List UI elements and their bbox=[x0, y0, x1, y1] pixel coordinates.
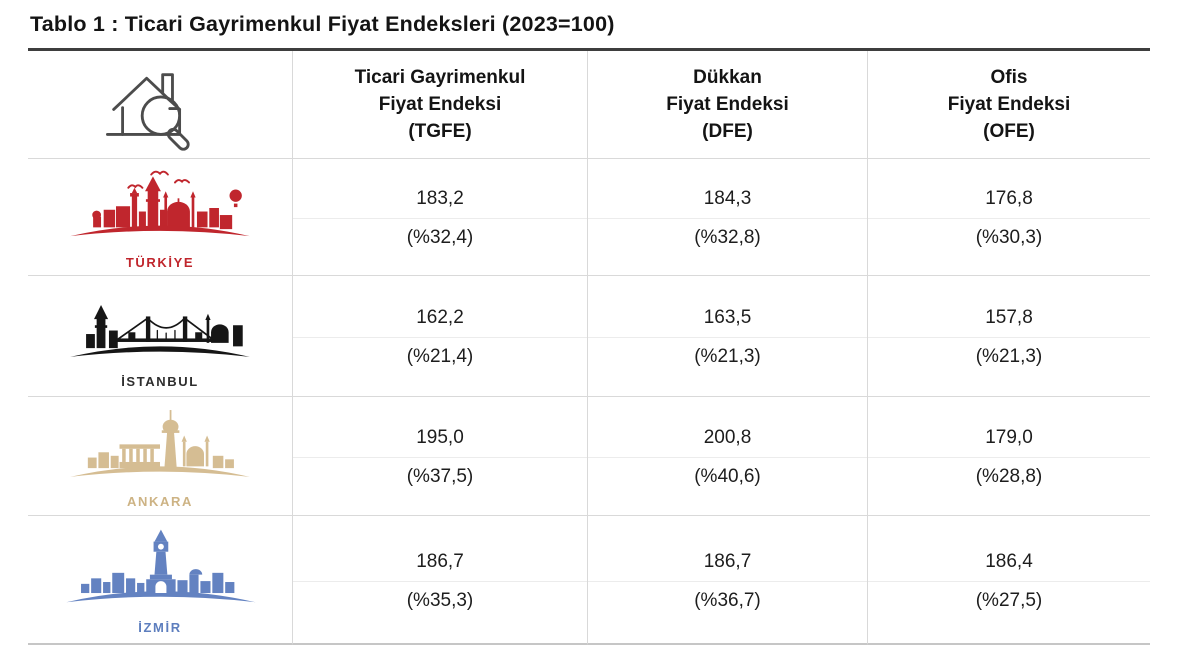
index-value: 186,7 bbox=[416, 551, 464, 573]
city-label-ankara: ANKARA bbox=[127, 494, 193, 509]
data-cell-ankara-tgfe: 195,0 (%37,5) bbox=[293, 397, 588, 516]
istanbul-skyline-icon bbox=[70, 305, 250, 357]
column-header-ofe: Ofis Fiyat Endeksi (OFE) bbox=[868, 51, 1150, 159]
pct-change: (%35,3) bbox=[293, 581, 587, 643]
city-label-izmir: İZMİR bbox=[138, 619, 182, 635]
column-header-dfe: Dükkan Fiyat Endeksi (DFE) bbox=[588, 51, 868, 159]
pct-change: (%37,5) bbox=[293, 457, 587, 515]
index-value: 176,8 bbox=[985, 188, 1033, 210]
data-cell-turkiye-dfe: 184,3 (%32,8) bbox=[588, 159, 868, 276]
column-header-tgfe: Ticari Gayrimenkul Fiyat Endeksi (TGFE) bbox=[293, 51, 588, 159]
header-icon-cell bbox=[28, 51, 293, 159]
index-value: 163,5 bbox=[703, 307, 752, 329]
data-cell-istanbul-dfe: 163,5 (%21,3) bbox=[588, 276, 868, 397]
city-label-istanbul: İSTANBUL bbox=[121, 374, 199, 389]
data-cell-izmir-ofe: 186,4 (%27,5) bbox=[868, 516, 1150, 645]
data-cell-izmir-tgfe: 186,7 (%35,3) bbox=[293, 516, 588, 645]
pct-change: (%36,7) bbox=[588, 581, 867, 643]
pct-change: (%40,6) bbox=[588, 457, 867, 515]
pct-change: (%32,8) bbox=[588, 218, 867, 275]
pct-change: (%32,4) bbox=[293, 218, 587, 275]
data-cell-izmir-dfe: 186,7 (%36,7) bbox=[588, 516, 868, 645]
table-title: Tablo 1 : Ticari Gayrimenkul Fiyat Endek… bbox=[30, 12, 615, 36]
ankara-skyline-icon bbox=[70, 410, 250, 477]
pct-change: (%21,3) bbox=[868, 337, 1150, 396]
pct-change: (%28,8) bbox=[868, 457, 1150, 515]
data-cell-istanbul-ofe: 157,8 (%21,3) bbox=[868, 276, 1150, 397]
city-cell-izmir: İZMİR bbox=[28, 516, 293, 645]
report-page: Tablo 1 : Ticari Gayrimenkul Fiyat Endek… bbox=[28, 12, 1150, 645]
index-value: 157,8 bbox=[985, 307, 1033, 329]
index-value: 200,8 bbox=[703, 427, 752, 449]
data-cell-turkiye-ofe: 176,8 (%30,3) bbox=[868, 159, 1150, 276]
data-cell-istanbul-tgfe: 162,2 (%21,4) bbox=[293, 276, 588, 397]
city-cell-istanbul: İSTANBUL bbox=[28, 276, 293, 397]
house-magnifier-icon bbox=[106, 72, 190, 151]
city-cell-ankara: ANKARA bbox=[28, 397, 293, 516]
pct-change: (%30,3) bbox=[868, 218, 1150, 275]
city-label-turkiye: TÜRKİYE bbox=[125, 255, 195, 270]
pct-change: (%27,5) bbox=[868, 581, 1150, 643]
index-value: 186,7 bbox=[703, 551, 752, 573]
index-value: 162,2 bbox=[416, 307, 464, 329]
price-index-table: Ticari Gayrimenkul Fiyat Endeksi (TGFE) … bbox=[28, 48, 1150, 645]
index-value: 186,4 bbox=[985, 551, 1033, 573]
izmir-skyline-icon bbox=[66, 529, 256, 602]
turkiye-skyline-icon bbox=[70, 170, 250, 237]
pct-change: (%21,4) bbox=[293, 337, 587, 396]
data-cell-ankara-dfe: 200,8 (%40,6) bbox=[588, 397, 868, 516]
index-value: 183,2 bbox=[416, 188, 464, 210]
data-cell-turkiye-tgfe: 183,2 (%32,4) bbox=[293, 159, 588, 276]
index-value: 179,0 bbox=[985, 427, 1033, 449]
pct-change: (%21,3) bbox=[588, 337, 867, 396]
city-cell-turkiye: TÜRKİYE bbox=[28, 159, 293, 276]
index-value: 195,0 bbox=[416, 427, 464, 449]
data-cell-ankara-ofe: 179,0 (%28,8) bbox=[868, 397, 1150, 516]
index-value: 184,3 bbox=[703, 188, 752, 210]
